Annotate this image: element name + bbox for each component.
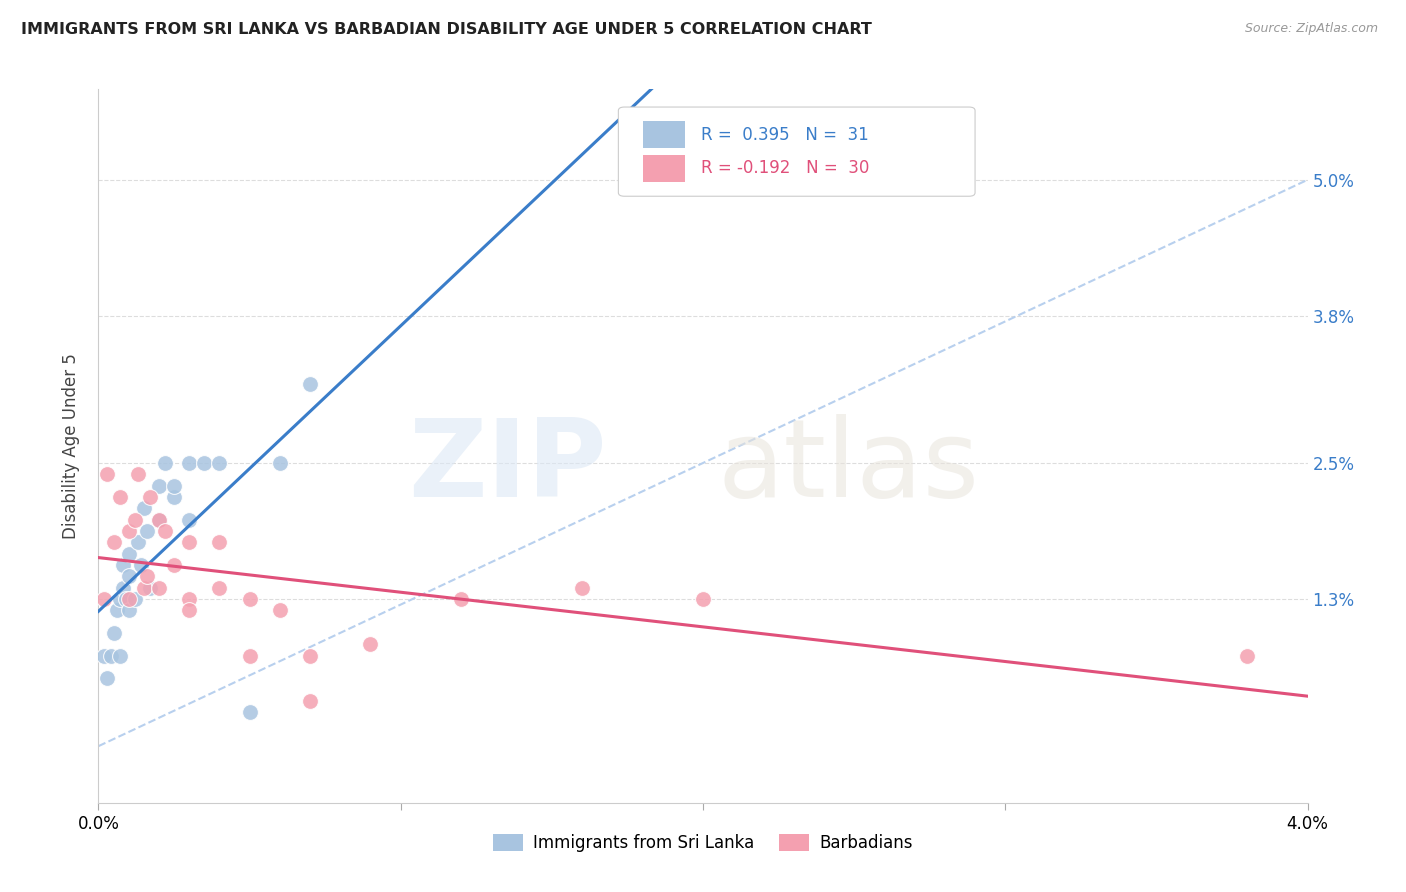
Point [103, 535, 125, 549]
Point [114, 591, 136, 606]
Point [96, 467, 118, 482]
Point [163, 558, 186, 572]
Text: IMMIGRANTS FROM SRI LANKA VS BARBADIAN DISABILITY AGE UNDER 5 CORRELATION CHART: IMMIGRANTS FROM SRI LANKA VS BARBADIAN D… [21, 22, 872, 37]
Text: ZIP: ZIP [408, 415, 606, 520]
Point [124, 591, 146, 606]
Point [179, 513, 201, 527]
Point [100, 648, 122, 663]
Point [135, 524, 157, 538]
Point [127, 535, 149, 549]
Point [239, 648, 262, 663]
Point [118, 591, 141, 606]
Point [127, 467, 149, 482]
Point [103, 626, 125, 640]
Point [179, 456, 201, 470]
Text: Source: ZipAtlas.com: Source: ZipAtlas.com [1244, 22, 1378, 36]
Point [111, 581, 134, 595]
Point [299, 694, 322, 708]
Point [139, 581, 162, 595]
Point [299, 376, 322, 391]
Text: R = -0.192   N =  30: R = -0.192 N = 30 [700, 160, 869, 178]
Point [153, 456, 176, 470]
Point [93, 591, 115, 606]
Point [118, 547, 141, 561]
Point [208, 456, 231, 470]
Point [239, 705, 262, 719]
FancyBboxPatch shape [619, 107, 976, 196]
Point [118, 524, 141, 538]
Point [129, 558, 152, 572]
Point [148, 513, 170, 527]
Point [299, 648, 322, 663]
Point [153, 524, 176, 538]
Text: atlas: atlas [717, 415, 979, 520]
Point [269, 456, 291, 470]
Point [108, 490, 131, 504]
Text: R =  0.395   N =  31: R = 0.395 N = 31 [700, 126, 869, 144]
Point [135, 569, 157, 583]
Point [124, 513, 146, 527]
Point [692, 591, 714, 606]
Point [193, 456, 215, 470]
Bar [643, 121, 685, 148]
Point [148, 478, 170, 492]
Point [179, 603, 201, 617]
Point [450, 591, 472, 606]
Point [360, 637, 382, 651]
Point [148, 581, 170, 595]
Point [139, 490, 162, 504]
Legend: Immigrants from Sri Lanka, Barbadians: Immigrants from Sri Lanka, Barbadians [486, 827, 920, 859]
Point [208, 535, 231, 549]
Point [108, 648, 131, 663]
Point [239, 591, 262, 606]
Point [118, 569, 141, 583]
Point [148, 513, 170, 527]
Point [269, 603, 291, 617]
Point [208, 581, 231, 595]
Point [105, 603, 128, 617]
Y-axis label: Disability Age Under 5: Disability Age Under 5 [62, 353, 80, 539]
Point [1236, 648, 1258, 663]
Point [118, 603, 141, 617]
Point [132, 501, 155, 516]
Bar [643, 155, 685, 182]
Point [163, 490, 186, 504]
Point [111, 558, 134, 572]
Point [108, 591, 131, 606]
Point [93, 648, 115, 663]
Point [179, 535, 201, 549]
Point [571, 581, 593, 595]
Point [179, 591, 201, 606]
Point [163, 478, 186, 492]
Point [96, 671, 118, 685]
Point [132, 581, 155, 595]
